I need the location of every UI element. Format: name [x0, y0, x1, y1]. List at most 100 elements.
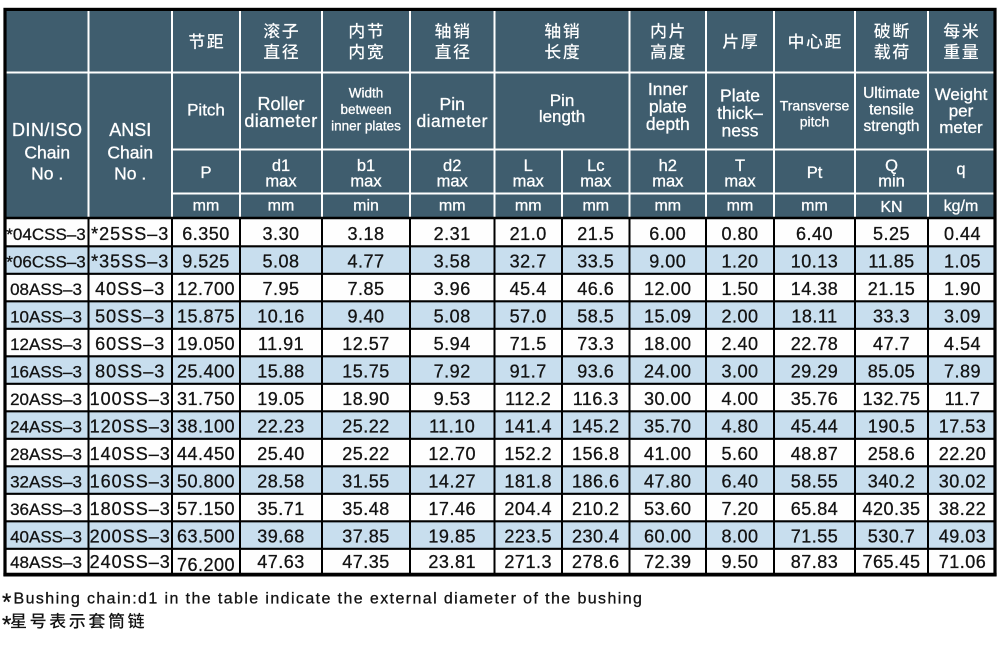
svg-text:3.58: 3.58	[434, 252, 471, 272]
svg-text:7.95: 7.95	[262, 279, 299, 299]
svg-text:45.4: 45.4	[510, 279, 547, 299]
svg-text:5.94: 5.94	[434, 334, 471, 354]
svg-text:length: length	[539, 107, 585, 126]
svg-text:thick–: thick–	[717, 103, 763, 123]
svg-text:25.400: 25.400	[177, 362, 235, 382]
svg-text:25.40: 25.40	[257, 444, 305, 464]
svg-text:max: max	[437, 172, 469, 190]
svg-text:1.05: 1.05	[944, 252, 981, 272]
svg-text:30.00: 30.00	[644, 389, 692, 409]
svg-text:41.00: 41.00	[644, 444, 692, 464]
svg-text:37.85: 37.85	[342, 527, 390, 547]
svg-text:44.450: 44.450	[177, 444, 235, 464]
svg-text:max: max	[580, 172, 612, 190]
svg-text:35.48: 35.48	[342, 499, 390, 519]
svg-text:116.3: 116.3	[573, 389, 619, 409]
svg-text:*04CSS–3: *04CSS–3	[6, 225, 85, 244]
svg-text:32ASS–3: 32ASS–3	[10, 473, 82, 492]
svg-text:22.20: 22.20	[939, 444, 987, 464]
svg-text:47.80: 47.80	[644, 472, 692, 492]
svg-text:45.44: 45.44	[791, 417, 839, 437]
svg-text:22.78: 22.78	[791, 334, 839, 354]
svg-text:*25SS–3: *25SS–3	[91, 224, 169, 244]
svg-text:ness: ness	[722, 121, 759, 141]
svg-text:14.27: 14.27	[428, 472, 476, 492]
svg-text:63.500: 63.500	[177, 527, 235, 547]
svg-text:71.06: 71.06	[939, 552, 987, 572]
svg-text:pitch: pitch	[800, 114, 830, 130]
svg-text:mm: mm	[582, 197, 609, 214]
svg-text:Chain: Chain	[107, 143, 153, 163]
svg-text:No .: No .	[31, 164, 63, 184]
svg-text:40SS–3: 40SS–3	[95, 279, 165, 299]
svg-text:*: *	[2, 589, 11, 616]
svg-text:32.7: 32.7	[510, 252, 547, 272]
svg-text:17.46: 17.46	[428, 499, 476, 519]
svg-text:P: P	[200, 164, 211, 182]
svg-text:9.50: 9.50	[721, 552, 758, 572]
svg-text:48ASS–3: 48ASS–3	[10, 553, 82, 572]
svg-text:57.150: 57.150	[177, 499, 235, 519]
svg-text:9.00: 9.00	[649, 252, 686, 272]
svg-text:5.25: 5.25	[873, 224, 910, 244]
svg-text:No .: No .	[114, 164, 146, 184]
svg-text:18.90: 18.90	[342, 389, 390, 409]
svg-text:156.8: 156.8	[572, 444, 620, 464]
svg-text:Q: Q	[885, 157, 898, 175]
svg-text:60SS–3: 60SS–3	[95, 334, 165, 354]
svg-text:Pin: Pin	[440, 94, 465, 114]
svg-text:31.55: 31.55	[342, 472, 390, 492]
svg-text:6.00: 6.00	[649, 224, 686, 244]
svg-text:strength: strength	[863, 118, 919, 135]
svg-text:530.7: 530.7	[868, 527, 916, 547]
svg-text:*06CSS–3: *06CSS–3	[6, 253, 85, 272]
svg-text:diameter: diameter	[417, 111, 488, 131]
svg-text:3.09: 3.09	[944, 307, 981, 327]
svg-text:16ASS–3: 16ASS–3	[10, 363, 82, 382]
svg-text:38.100: 38.100	[177, 417, 235, 437]
svg-text:h2: h2	[659, 157, 677, 175]
svg-text:240SS–3: 240SS–3	[90, 552, 171, 572]
svg-text:50.800: 50.800	[177, 472, 235, 492]
svg-text:3.18: 3.18	[347, 224, 384, 244]
svg-text:46.6: 46.6	[577, 279, 614, 299]
svg-text:65.84: 65.84	[791, 499, 839, 519]
svg-text:11.10: 11.10	[429, 417, 475, 437]
svg-text:Plate: Plate	[720, 86, 760, 106]
svg-text:12.00: 12.00	[644, 279, 692, 299]
svg-text:33.5: 33.5	[577, 252, 614, 272]
svg-text:08ASS–3: 08ASS–3	[10, 280, 82, 299]
svg-text:35.71: 35.71	[257, 499, 305, 519]
svg-text:141.4: 141.4	[504, 417, 552, 437]
svg-text:93.6: 93.6	[577, 362, 614, 382]
svg-text:25.22: 25.22	[342, 444, 390, 464]
svg-text:76.200: 76.200	[177, 555, 235, 575]
svg-text:87.83: 87.83	[791, 552, 839, 572]
svg-text:22.23: 22.23	[257, 417, 305, 437]
svg-text:10.13: 10.13	[791, 252, 839, 272]
svg-text:100SS–3: 100SS–3	[90, 389, 171, 409]
svg-text:85.05: 85.05	[868, 362, 916, 382]
svg-text:50SS–3: 50SS–3	[95, 307, 165, 327]
svg-text:23.81: 23.81	[428, 552, 476, 572]
svg-text:17.53: 17.53	[939, 417, 987, 437]
svg-text:11.7: 11.7	[945, 389, 981, 409]
svg-text:plate: plate	[649, 97, 687, 117]
svg-text:2.00: 2.00	[721, 307, 758, 327]
svg-text:48.87: 48.87	[791, 444, 839, 464]
svg-text:per: per	[949, 102, 974, 121]
svg-text:204.4: 204.4	[504, 499, 552, 519]
svg-text:47.63: 47.63	[257, 552, 305, 572]
svg-text:223.5: 223.5	[504, 527, 552, 547]
svg-text:4.00: 4.00	[721, 389, 758, 409]
svg-text:181.8: 181.8	[504, 472, 552, 492]
svg-text:340.2: 340.2	[868, 472, 916, 492]
svg-text:Weight: Weight	[935, 85, 988, 104]
svg-text:258.6: 258.6	[868, 444, 916, 464]
svg-text:7.92: 7.92	[434, 362, 471, 382]
svg-text:15.875: 15.875	[177, 307, 235, 327]
svg-text:mm: mm	[727, 197, 754, 214]
svg-text:*35SS–3: *35SS–3	[91, 252, 169, 272]
svg-text:meter: meter	[939, 118, 983, 137]
svg-text:Chain: Chain	[24, 143, 70, 163]
